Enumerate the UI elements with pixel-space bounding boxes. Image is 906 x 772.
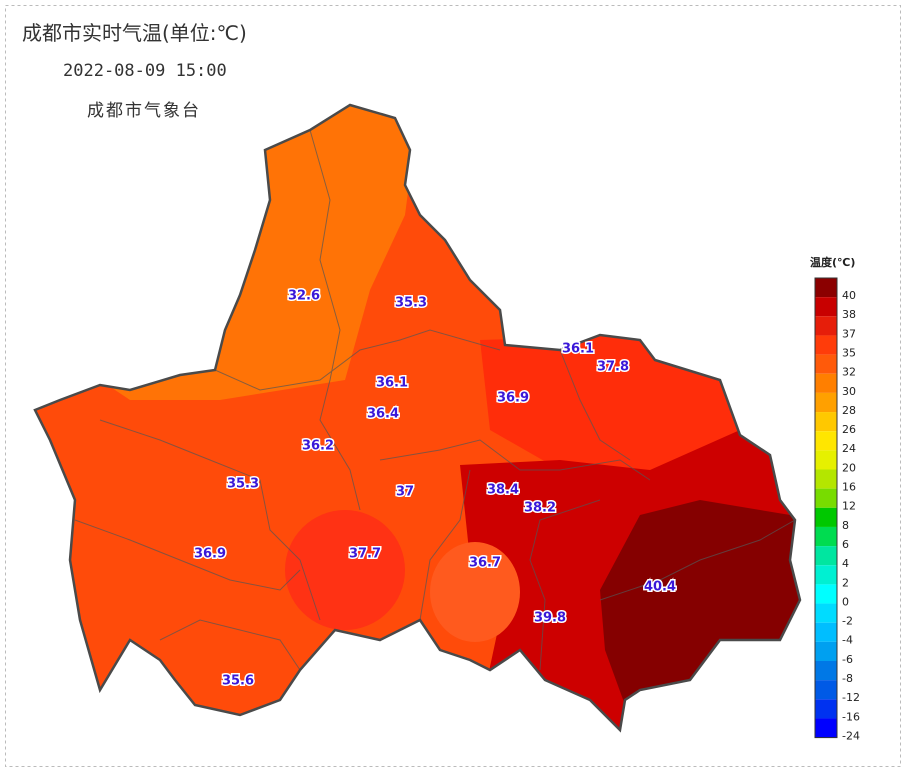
legend-label: 38	[842, 308, 856, 321]
legend-swatch	[815, 450, 837, 470]
legend-label: 8	[842, 519, 849, 532]
legend-swatch	[815, 373, 837, 393]
station-temp: 37.8	[597, 360, 629, 375]
legend-label: 12	[842, 500, 856, 513]
station-temp: 36.1	[376, 376, 408, 391]
legend-title: 温度(℃)	[810, 255, 855, 269]
legend-label: 35	[842, 346, 856, 359]
station-temp: 38.2	[524, 501, 556, 516]
legend-label: 4	[842, 557, 849, 570]
timestamp: 2022-08-09 15:00	[63, 61, 227, 81]
station-temp: 40.4	[644, 580, 676, 595]
legend-label: 26	[842, 423, 856, 436]
legend-swatch	[815, 392, 837, 413]
station-temp: 37	[396, 485, 414, 500]
legend-label: 16	[842, 481, 856, 494]
legend-border	[814, 277, 838, 739]
station-temp: 36.9	[497, 391, 529, 406]
legend-label: -6	[842, 653, 853, 666]
legend-label: -4	[842, 634, 853, 647]
legend-swatch	[815, 488, 837, 508]
station-temp: 38.4	[487, 483, 519, 498]
station-temp: 35.3	[395, 296, 427, 311]
legend-swatch	[815, 316, 837, 336]
legend-label: 37	[842, 327, 856, 340]
station-temp: 36.4	[367, 407, 399, 422]
station-temp: 39.8	[534, 611, 566, 626]
station-temp: 37.7	[349, 547, 381, 562]
legend-swatch	[815, 641, 837, 661]
legend-swatch	[815, 469, 837, 489]
temperature-map	[35, 105, 800, 730]
station-temp: 35.6	[222, 674, 254, 689]
station-temp: 36.1	[562, 342, 594, 357]
legend-swatch	[815, 603, 837, 623]
legend-swatch	[815, 584, 837, 604]
legend-swatch	[815, 565, 837, 585]
legend-label: 40	[842, 289, 856, 302]
legend-swatch	[815, 661, 837, 681]
legend-label: 28	[842, 404, 856, 417]
legend-label: 0	[842, 595, 849, 608]
legend-label: -2	[842, 615, 853, 628]
legend-label: 30	[842, 385, 856, 398]
title: 成都市实时气温(单位:℃)	[22, 21, 247, 45]
legend-swatch	[815, 431, 837, 451]
legend-swatch	[815, 680, 837, 700]
legend-swatch	[815, 354, 837, 374]
source: 成都市气象台	[87, 101, 201, 121]
legend-swatch	[815, 297, 837, 317]
legend-label: -16	[842, 710, 860, 723]
legend-label: -24	[842, 729, 860, 742]
station-temp: 36.2	[302, 439, 334, 454]
legend-label: -12	[842, 691, 860, 704]
legend-swatch	[815, 699, 837, 719]
station-temp: 35.3	[227, 477, 259, 492]
legend-swatch	[815, 718, 837, 738]
legend-swatch	[815, 335, 837, 355]
station-temp: 36.9	[194, 547, 226, 562]
legend-swatch	[815, 526, 837, 547]
station-temp: 36.7	[469, 556, 501, 571]
legend-swatch	[815, 278, 837, 298]
station-temp: 32.6	[288, 289, 320, 304]
district-borders	[74, 129, 796, 671]
legend-swatch	[815, 507, 837, 527]
legend-label: 20	[842, 461, 856, 474]
legend-label: 32	[842, 366, 856, 379]
legend-swatch	[815, 412, 837, 432]
legend-label: 24	[842, 442, 856, 455]
legend-label: 2	[842, 576, 849, 589]
legend-label: 6	[842, 538, 849, 551]
legend-swatch	[815, 622, 837, 642]
legend-swatch	[815, 546, 837, 566]
legend-label: -8	[842, 672, 853, 685]
